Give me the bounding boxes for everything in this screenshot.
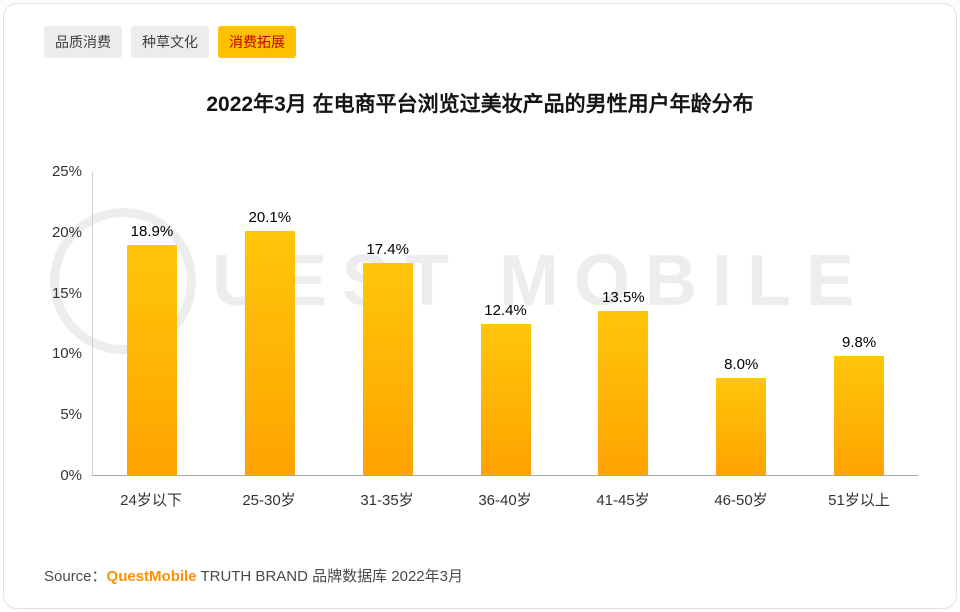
bar-value-label: 17.4% <box>366 241 409 259</box>
y-tick-label: 20% <box>51 223 82 241</box>
source-rest: TRUTH BRAND 品牌数据库 2022年3月 <box>196 568 463 585</box>
x-tick-label: 36-40岁 <box>478 492 532 509</box>
chart-title: 2022年3月 在电商平台浏览过美妆产品的男性用户年龄分布 <box>206 93 754 116</box>
bar <box>244 230 295 475</box>
y-tick-label: 10% <box>51 345 82 363</box>
bar <box>362 263 413 475</box>
bar-value-label: 20.1% <box>248 208 292 226</box>
tab-consumption-expansion[interactable]: 消费拓展 <box>218 26 296 58</box>
bar <box>834 355 885 475</box>
x-tick-label: 31-35岁 <box>360 492 414 509</box>
bar-group: 12.4% <box>447 172 565 475</box>
bar-value-label: 8.0% <box>724 355 759 373</box>
x-tick-label: 24岁以下 <box>120 492 182 509</box>
bar-value-label: 13.5% <box>602 288 645 306</box>
source-prefix: Source： <box>44 568 107 585</box>
bar-value-label: 12.4% <box>484 302 527 320</box>
x-tick-label: 51岁以上 <box>828 492 890 509</box>
bar-group: 17.4% <box>329 172 447 475</box>
bar <box>598 310 649 475</box>
plot-area: 18.9% 20.1% 17.4% 12.4% 13.5% 8.0% 9.8% <box>92 172 918 476</box>
y-tick-label: 15% <box>51 284 82 302</box>
x-axis: 24岁以下 25-30岁 31-35岁 36-40岁 41-45岁 46-50岁 51岁以上 <box>92 476 918 510</box>
bar <box>716 377 767 475</box>
bar-group: 18.9% <box>93 172 211 475</box>
bar-group: 13.5% <box>564 172 682 475</box>
tab-quality-consumption[interactable]: 品质消费 <box>44 26 122 58</box>
y-tick-label: 5% <box>60 406 82 424</box>
bar-chart: 0% 5% 10% 15% 20% 25% 18.9% 20.1% 17.4% 12.4% 13.… <box>50 163 918 510</box>
source-note: Source：QuestMobile TRUTH BRAND 品牌数据库 202… <box>44 565 463 586</box>
tab-seeding-culture[interactable]: 种草文化 <box>131 26 209 58</box>
bar-group: 20.1% <box>211 172 329 475</box>
source-brand: QuestMobile <box>106 568 197 585</box>
x-tick-label: 46-50岁 <box>714 492 768 509</box>
bar-value-label: 18.9% <box>130 223 174 241</box>
bar <box>480 324 531 475</box>
y-tick-label: 0% <box>60 467 82 484</box>
y-axis: 0% 5% 10% 15% 20% 25% <box>50 163 92 484</box>
bar-group: 9.8% <box>800 172 918 475</box>
report-page: 品质消费 种草文化 消费拓展 2022年3月 在电商平台浏览过美妆产品的男性用户… <box>3 3 957 609</box>
x-tick-label: 41-45岁 <box>596 492 650 509</box>
x-tick-label: 25-30岁 <box>242 492 296 509</box>
bar-value-label: 9.8% <box>841 333 877 351</box>
tab-bar: 品质消费 种草文化 消费拓展 <box>44 26 296 58</box>
y-tick-label: 25% <box>51 163 82 180</box>
bar <box>126 245 177 475</box>
bar-group: 8.0% <box>682 172 800 475</box>
